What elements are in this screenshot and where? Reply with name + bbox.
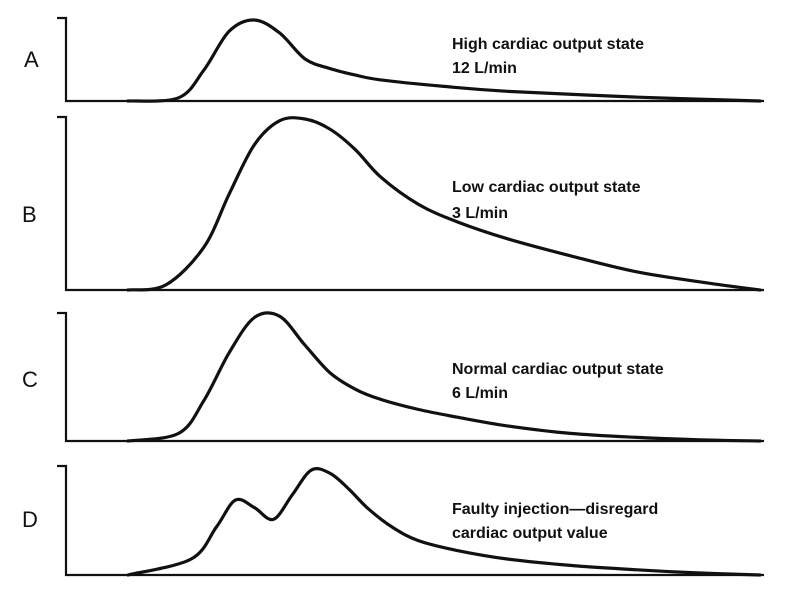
panel-b-label: B: [22, 202, 37, 227]
panel-a-label: A: [24, 47, 39, 72]
panel-c-axes: [57, 311, 764, 443]
panel-b-axes: [57, 115, 764, 292]
panel-c-annotation-line-2: 6 L/min: [452, 385, 508, 402]
panel-b-curve-1: [126, 116, 762, 292]
panel-d-label: D: [22, 507, 38, 532]
panel-b-annotation-line-1: Low cardiac output state: [452, 179, 641, 196]
panel-d-axes: [57, 464, 764, 577]
panel-c-label: C: [22, 367, 38, 392]
panel-c-curve-1: [126, 311, 762, 443]
panel-d-annotation-line-1: Faulty injection—disregard: [452, 501, 658, 518]
panel-d-annotation-line-2: cardiac output value: [452, 525, 608, 542]
panel-a-axes: [57, 16, 764, 103]
panel-a-annotation-line-1: High cardiac output state: [452, 36, 644, 53]
panel-a-curve-1: [126, 18, 762, 103]
panel-d-curve-1: [126, 467, 762, 577]
panel-a-annotation-line-2: 12 L/min: [452, 60, 517, 77]
panel-b-annotation-line-2: 3 L/min: [452, 205, 508, 222]
panel-c-annotation-line-1: Normal cardiac output state: [452, 361, 664, 378]
